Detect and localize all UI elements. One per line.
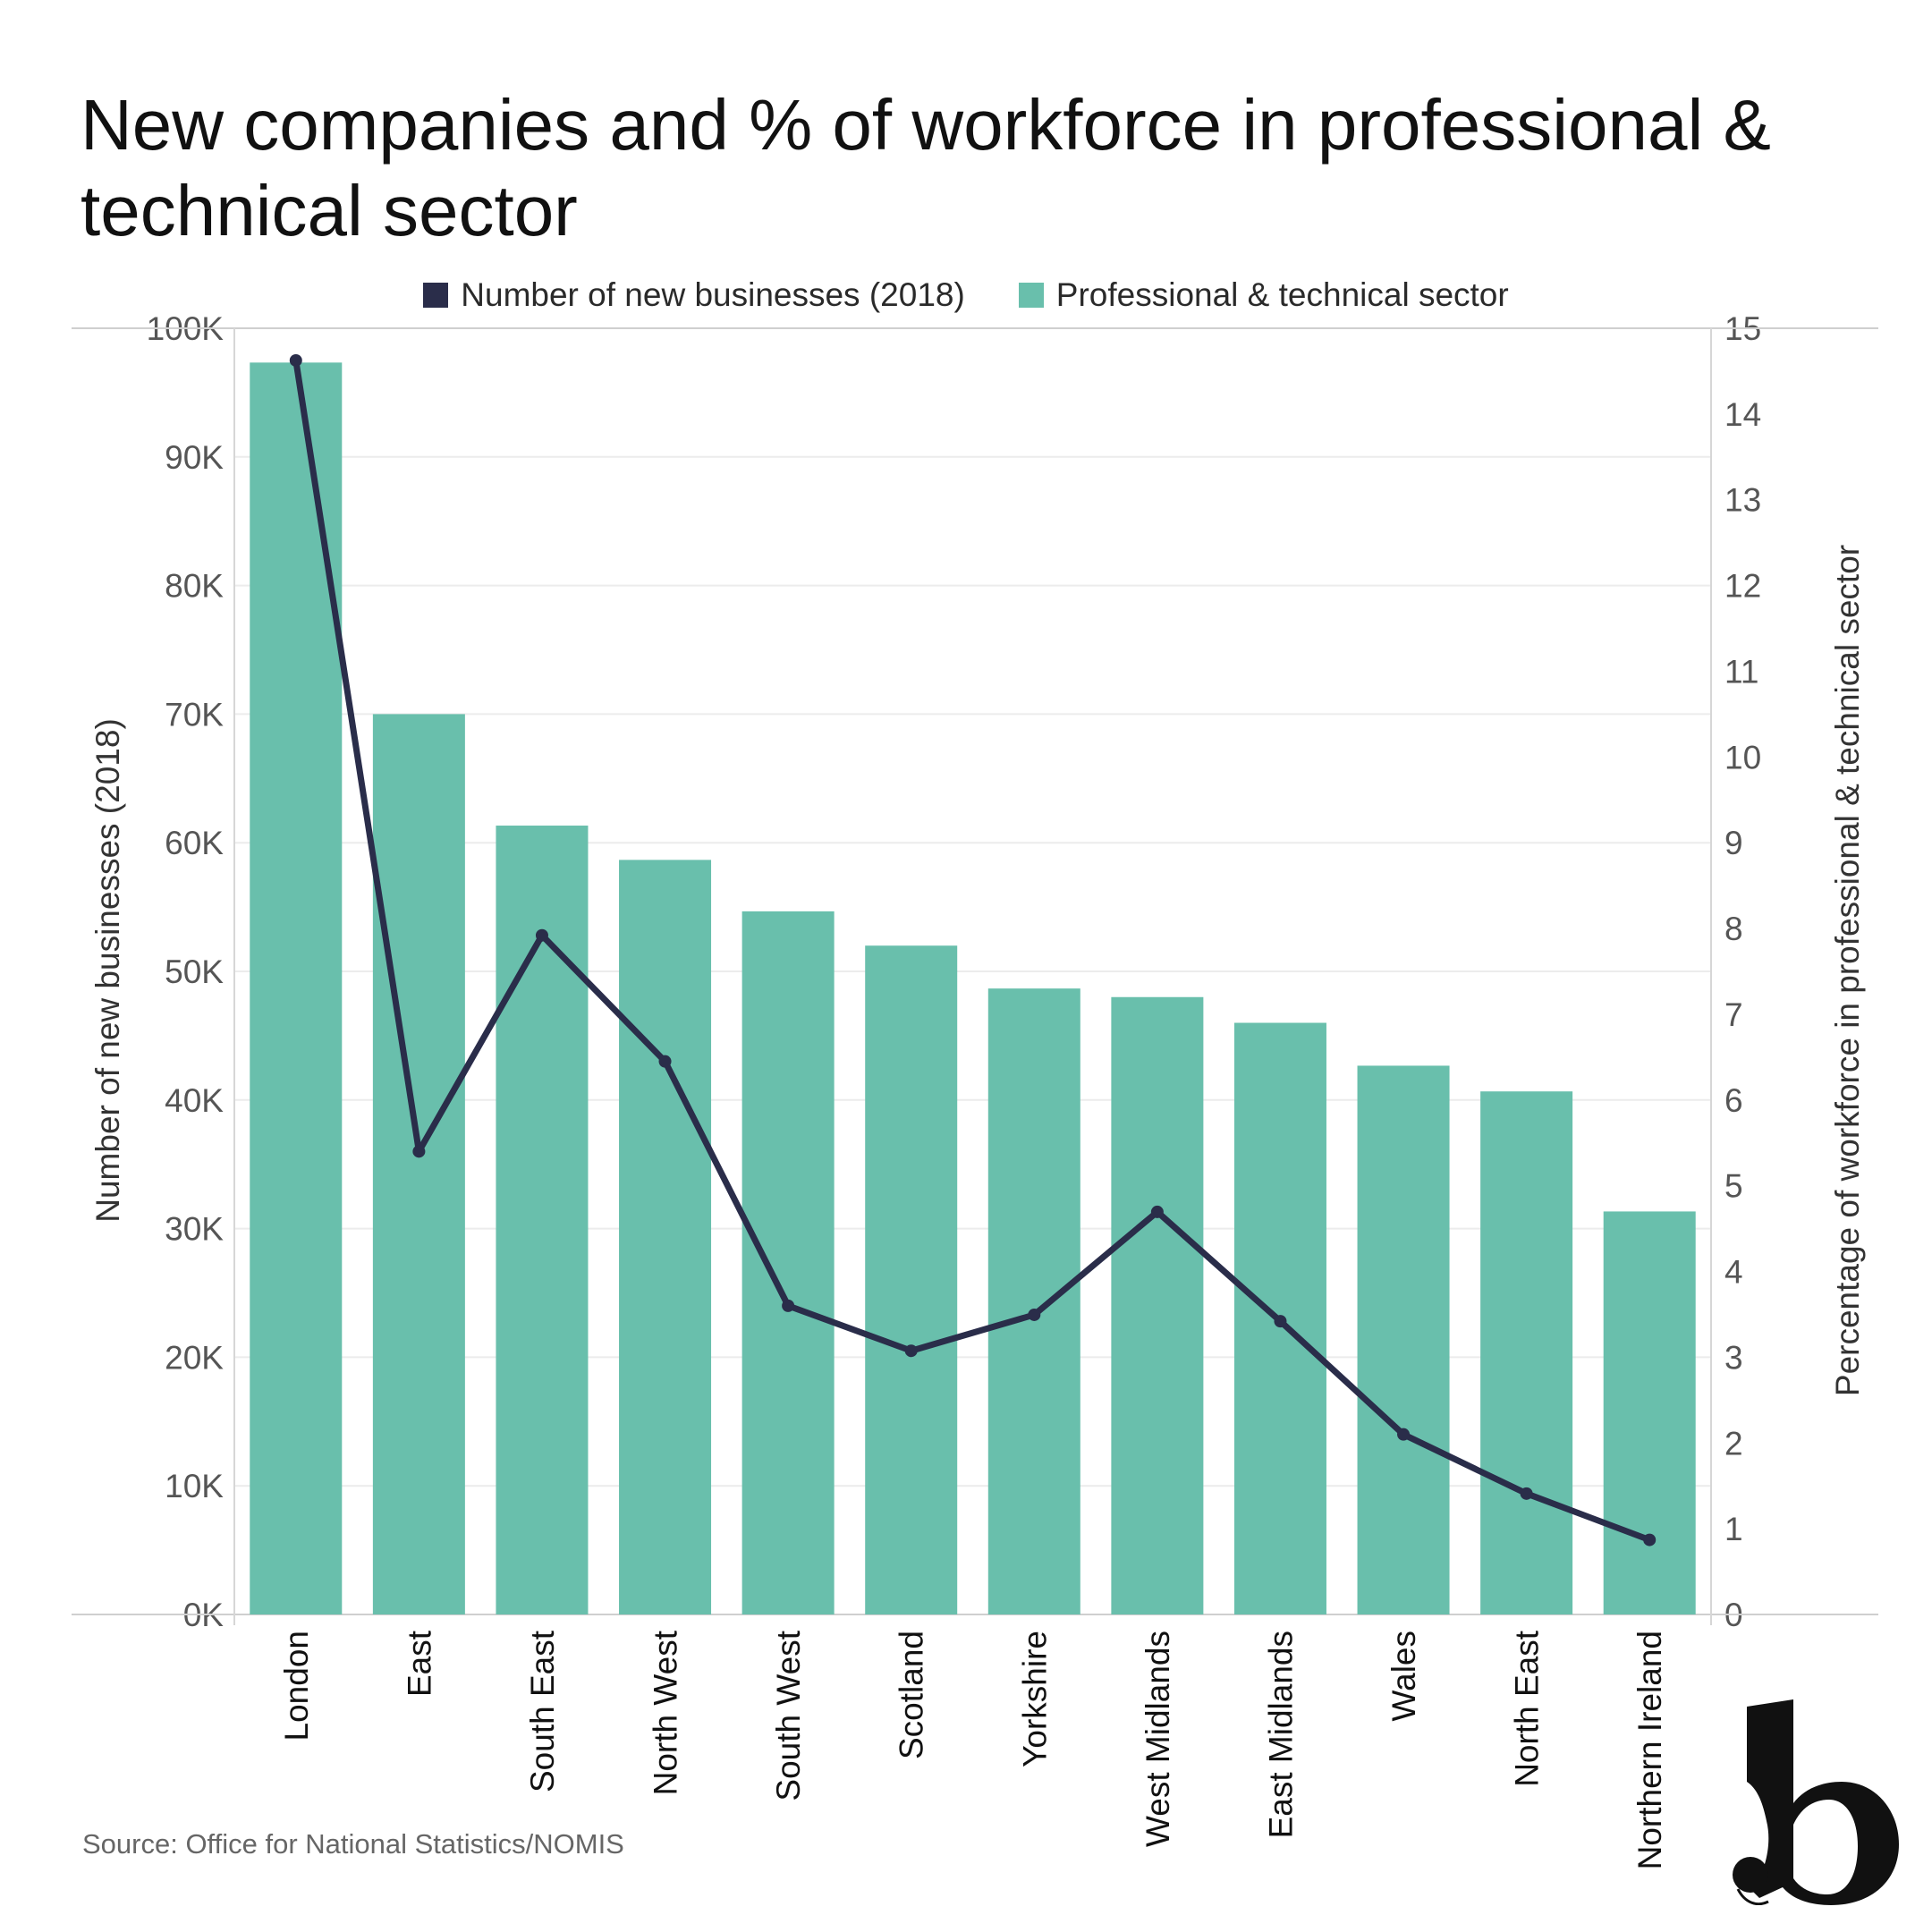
source-note: Source: Office for National Statistics/N…: [82, 1828, 624, 1860]
bar: [1111, 996, 1204, 1614]
category-label: North East: [1509, 1630, 1546, 1787]
brand-logo-icon: [1733, 1699, 1899, 1905]
bar: [987, 988, 1080, 1614]
left-tick-label: 80K: [165, 568, 224, 605]
right-tick-label: 11: [1724, 653, 1758, 690]
legend: Number of new businesses (2018) Professi…: [0, 268, 1932, 322]
bar: [372, 714, 465, 1614]
bar: [865, 945, 958, 1614]
right-tick-label: 6: [1724, 1082, 1743, 1119]
right-tick-label: 1: [1724, 1511, 1743, 1547]
category-label: South East: [524, 1630, 561, 1792]
category-label: South West: [770, 1630, 807, 1801]
right-tick-label: 14: [1724, 396, 1761, 433]
line-point: [535, 928, 548, 942]
category-label: West Midlands: [1140, 1631, 1176, 1847]
line-point: [289, 353, 302, 367]
left-tick-label: 40K: [165, 1082, 224, 1119]
line-point: [412, 1145, 426, 1158]
line-point: [1028, 1308, 1041, 1321]
y-axis-title-right: Percentage of workforce in professional …: [1829, 545, 1866, 1396]
left-tick-label: 50K: [165, 953, 224, 990]
category-label: East: [401, 1630, 437, 1697]
legend-label-new-businesses: Number of new businesses (2018): [461, 276, 965, 313]
line-series-new-businesses: [292, 360, 1651, 1543]
line-point: [782, 1299, 795, 1312]
category-label: Yorkshire: [1016, 1631, 1053, 1767]
right-tick-label: 3: [1724, 1339, 1743, 1376]
left-tick-label: 10K: [165, 1468, 224, 1504]
right-tick-label: 12: [1724, 568, 1761, 605]
legend-swatch-bar: [1018, 283, 1044, 308]
right-tick-label: 10: [1724, 739, 1761, 775]
legend-label-professional-sector: Professional & technical sector: [1055, 276, 1509, 313]
line-point: [1150, 1205, 1164, 1218]
line-point: [1397, 1428, 1411, 1441]
right-tick-label: 8: [1724, 911, 1743, 947]
line-point: [658, 1055, 672, 1068]
bar: [1357, 1065, 1450, 1614]
line-point: [1520, 1487, 1533, 1500]
y-axis-title-left: Number of new businesses (2018): [89, 718, 126, 1223]
category-label: London: [278, 1631, 315, 1741]
legend-item-professional-sector: Professional & technical sector: [1018, 276, 1509, 314]
bar: [741, 911, 835, 1614]
category-label: East Midlands: [1262, 1631, 1299, 1838]
right-tick-label: 4: [1724, 1254, 1743, 1291]
category-label: Scotland: [894, 1631, 930, 1759]
bar: [1480, 1091, 1573, 1614]
right-tick-label: 13: [1724, 482, 1761, 519]
category-label: North West: [648, 1630, 684, 1795]
left-tick-label: 60K: [165, 825, 224, 861]
line-point: [1643, 1533, 1657, 1546]
bar: [1603, 1211, 1696, 1614]
line-point: [1274, 1315, 1287, 1328]
right-tick-label: 5: [1724, 1168, 1743, 1205]
left-tick-label: 20K: [165, 1339, 224, 1376]
category-label: Northern Ireland: [1631, 1631, 1668, 1869]
right-tick-label: 9: [1724, 825, 1743, 861]
right-tick-label: 2: [1724, 1425, 1743, 1462]
line-point: [904, 1344, 918, 1358]
legend-item-new-businesses: Number of new businesses (2018): [423, 276, 965, 314]
left-tick-label: 70K: [165, 696, 224, 733]
right-tick-label: 7: [1724, 996, 1743, 1033]
legend-swatch-line: [423, 283, 449, 308]
left-tick-label: 90K: [165, 439, 224, 476]
chart-title: New companies and % of workforce in prof…: [80, 85, 1771, 250]
bar: [496, 826, 589, 1614]
bar: [619, 860, 712, 1614]
category-label: Wales: [1385, 1631, 1422, 1721]
left-tick-label: 30K: [165, 1211, 224, 1248]
